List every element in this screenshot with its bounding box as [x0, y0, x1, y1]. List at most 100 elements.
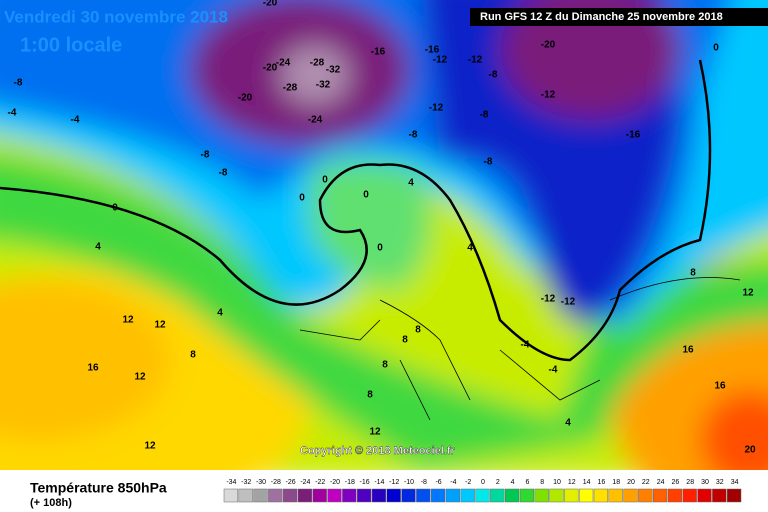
legend-title: Température 850hPa — [30, 480, 167, 496]
contour-label: 12 — [154, 320, 166, 331]
contour-label: 4 — [565, 418, 571, 429]
scale-label: 6 — [525, 479, 529, 486]
scale-label: -12 — [389, 479, 399, 486]
contour-label: 4 — [217, 308, 223, 319]
contour-label: -28 — [310, 58, 325, 69]
contour-label: 12 — [144, 441, 156, 452]
scale-label: 26 — [672, 479, 680, 486]
scale-label: 32 — [716, 479, 724, 486]
scale-label: 2 — [496, 479, 500, 486]
scale-label: 16 — [598, 479, 606, 486]
scale-label: 14 — [583, 479, 591, 486]
contour-label: -20 — [263, 0, 278, 9]
scale-swatch — [297, 488, 313, 503]
scale-swatch — [327, 488, 342, 503]
scale-swatch — [504, 488, 520, 503]
contour-label: -8 — [14, 78, 23, 89]
scale-swatch — [638, 488, 653, 503]
scale-swatch — [549, 488, 564, 503]
contour-label: -24 — [276, 58, 291, 69]
contour-label: 8 — [367, 390, 373, 401]
scale-swatch — [519, 488, 535, 503]
contour-label: -20 — [238, 93, 253, 104]
contour-label: -12 — [468, 55, 483, 66]
contour-label: 16 — [87, 363, 99, 374]
scale-label: -20 — [330, 479, 340, 486]
contour-label: 4 — [467, 243, 473, 254]
scale-label: -18 — [345, 479, 355, 486]
scale-label: -14 — [374, 479, 384, 486]
contour-label: -16 — [626, 130, 641, 141]
scale-label: -4 — [450, 479, 456, 486]
contour-label: -32 — [316, 80, 331, 91]
scale-swatch — [726, 488, 742, 503]
scale-label: 4 — [511, 479, 515, 486]
contour-label: -24 — [308, 115, 323, 126]
contour-label: 8 — [415, 325, 421, 336]
scale-swatch — [578, 488, 594, 503]
contour-label: -4 — [549, 365, 558, 376]
run-box — [470, 8, 768, 26]
contour-label: -28 — [283, 83, 298, 94]
scale-swatch — [608, 488, 623, 503]
contour-label: -20 — [263, 63, 278, 74]
scale-label: -8 — [421, 479, 427, 486]
scale-label: -22 — [315, 479, 325, 486]
scale-label: -16 — [360, 479, 370, 486]
scale-swatch — [564, 488, 579, 503]
zero-contour — [0, 59, 712, 362]
legend-lead: (+ 108h) — [30, 497, 72, 509]
scale-label: -34 — [226, 479, 236, 486]
scale-swatch — [401, 488, 416, 503]
contour-label: 16 — [714, 381, 726, 392]
contour-label: 12 — [134, 372, 146, 383]
contour-label: 12 — [369, 427, 381, 438]
scale-label: -26 — [286, 479, 296, 486]
contour-label: 8 — [382, 360, 388, 371]
scale-swatch — [697, 488, 712, 503]
contour-label: -8 — [201, 150, 210, 161]
contour-label: 8 — [690, 268, 696, 279]
contour-label: 0 — [112, 203, 118, 214]
scale-label: 8 — [540, 479, 544, 486]
contour-label: -12 — [429, 103, 444, 114]
scale-swatch — [253, 488, 268, 503]
scale-swatch — [490, 488, 505, 503]
scale-swatch — [682, 488, 697, 503]
contour-label: 4 — [95, 242, 101, 253]
contour-label: 8 — [402, 335, 408, 346]
scale-swatch — [371, 488, 387, 503]
contour-label: -12 — [561, 297, 576, 308]
scale-swatch — [342, 488, 357, 503]
coastline — [299, 277, 741, 421]
contour-label: 0 — [363, 190, 369, 201]
contour-label: -8 — [489, 70, 498, 81]
contour-label: 0 — [322, 175, 328, 186]
scale-swatch — [475, 488, 490, 503]
scale-swatch — [386, 488, 401, 503]
time: 1:00 locale — [20, 34, 122, 56]
scale-swatch — [667, 488, 683, 503]
contour-label: -12 — [541, 90, 556, 101]
scale-label: 0 — [481, 479, 485, 486]
scale-label: -24 — [300, 479, 310, 486]
contour-label: -4 — [521, 340, 530, 351]
contour-label: -4 — [8, 108, 17, 119]
scale-label: -32 — [241, 479, 251, 486]
contour-label: 4 — [408, 178, 414, 189]
scale-swatch — [652, 488, 668, 503]
contour-label: -16 — [425, 45, 440, 56]
scale-swatch — [282, 488, 298, 503]
scale-label: 24 — [657, 479, 665, 486]
scale-swatch — [223, 488, 239, 503]
scale-label: -28 — [271, 479, 281, 486]
copyright: Copyright © 2018 Meteociel.fr — [300, 445, 456, 457]
scale-label: 18 — [612, 479, 620, 486]
scale-label: 12 — [568, 479, 576, 486]
contour-label: 0 — [377, 243, 383, 254]
scale-label: 30 — [701, 479, 709, 486]
scale-swatch — [593, 488, 609, 503]
contour-label: -32 — [326, 65, 341, 76]
